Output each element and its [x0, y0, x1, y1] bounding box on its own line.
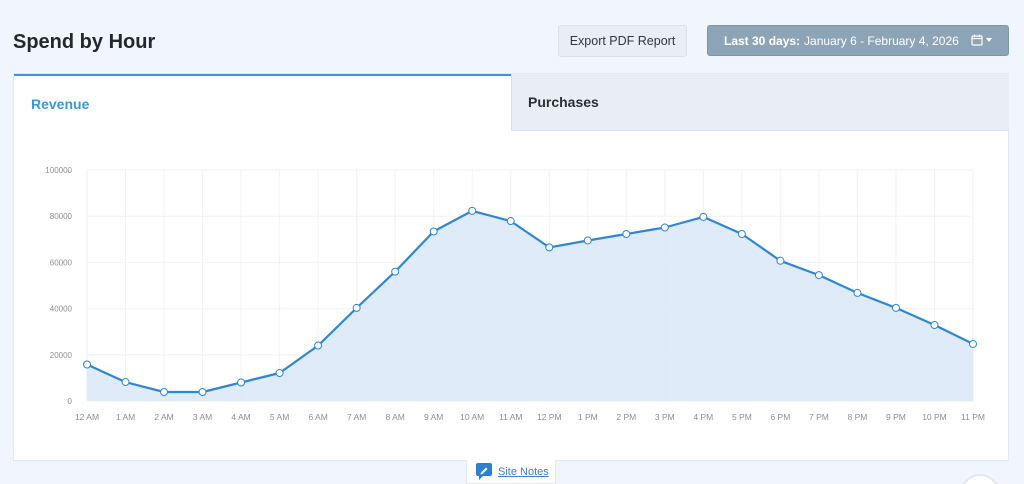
data-point — [969, 339, 977, 348]
calendar-icon — [971, 34, 983, 46]
revenue-area-chart: 0 20000 40000 60000 80000 100000 12 AM 1 AM 2 AM… — [45, 166, 985, 422]
x-tick-label: 5 AM — [270, 412, 289, 422]
chevron-down-icon — [986, 38, 992, 42]
data-point — [622, 229, 631, 238]
data-point — [160, 387, 169, 396]
x-tick-label: 7 AM — [347, 412, 366, 422]
data-point — [930, 321, 939, 330]
x-tick-label: 3 PM — [655, 412, 675, 422]
data-point — [737, 229, 746, 238]
data-point — [891, 303, 900, 312]
x-tick-label: 10 AM — [460, 412, 484, 422]
x-tick-label: 10 PM — [922, 412, 947, 422]
data-point — [121, 378, 130, 387]
y-tick-label: 80000 — [50, 212, 73, 221]
data-point — [83, 360, 91, 369]
x-tick-label: 2 AM — [154, 412, 173, 422]
y-tick-label: 40000 — [50, 305, 73, 314]
date-range-picker[interactable]: Last 30 days: January 6 - February 4, 20… — [707, 25, 1009, 56]
data-point — [237, 378, 246, 387]
y-tick-label: 100000 — [45, 166, 72, 175]
x-tick-label: 3 AM — [193, 412, 212, 422]
x-tick-label: 5 PM — [732, 412, 752, 422]
date-range-value: January 6 - February 4, 2026 — [804, 33, 959, 48]
data-point — [352, 303, 361, 312]
data-point — [391, 267, 400, 276]
page-title: Spend by Hour — [13, 31, 156, 53]
x-tick-label: 1 PM — [578, 412, 598, 422]
data-point — [275, 369, 284, 378]
x-tick-label: 11 PM — [961, 412, 985, 422]
x-tick-label: 8 AM — [385, 412, 404, 422]
data-point — [660, 223, 669, 232]
x-tick-label: 6 PM — [770, 412, 790, 422]
x-tick-label: 9 PM — [886, 412, 906, 422]
data-point — [506, 217, 515, 226]
data-point — [814, 271, 823, 280]
y-tick-label: 20000 — [50, 351, 73, 360]
data-point — [429, 227, 438, 236]
data-point — [583, 236, 592, 245]
x-tick-label: 8 PM — [848, 412, 868, 422]
data-point — [699, 212, 708, 221]
x-tick-label: 4 PM — [693, 412, 713, 422]
site-notes-icon — [476, 463, 492, 480]
x-tick-label: 11 AM — [499, 412, 522, 422]
x-tick-label: 6 AM — [308, 412, 327, 422]
x-tick-label: 12 AM — [75, 412, 99, 422]
x-tick-label: 7 PM — [809, 412, 829, 422]
data-point — [314, 341, 323, 350]
tab-purchases[interactable]: Purchases — [511, 74, 1009, 131]
revenue-area — [87, 210, 973, 401]
export-pdf-button[interactable]: Export PDF Report — [558, 25, 687, 57]
site-notes-link: Site Notes — [498, 465, 549, 478]
y-tick-label: 60000 — [50, 258, 73, 267]
data-point — [776, 256, 785, 265]
data-point — [853, 288, 862, 297]
data-point — [198, 387, 207, 396]
help-button[interactable] — [960, 474, 1000, 484]
tab-revenue[interactable]: Revenue — [14, 74, 511, 131]
data-point — [468, 206, 477, 215]
x-tick-label: 12 PM — [537, 412, 562, 422]
y-tick-label: 0 — [68, 397, 73, 406]
export-pdf-label: Export PDF Report — [569, 34, 676, 48]
x-tick-label: 9 AM — [424, 412, 443, 422]
date-range-prefix: Last 30 days: — [724, 33, 801, 48]
site-notes-button[interactable]: Site Notes — [466, 460, 556, 484]
x-tick-label: 2 PM — [616, 412, 636, 422]
revenue-line — [86, 209, 974, 394]
data-point — [545, 243, 554, 252]
x-tick-label: 1 AM — [116, 412, 135, 422]
calendar-dropdown — [971, 34, 992, 46]
x-tick-label: 4 AM — [231, 412, 250, 422]
